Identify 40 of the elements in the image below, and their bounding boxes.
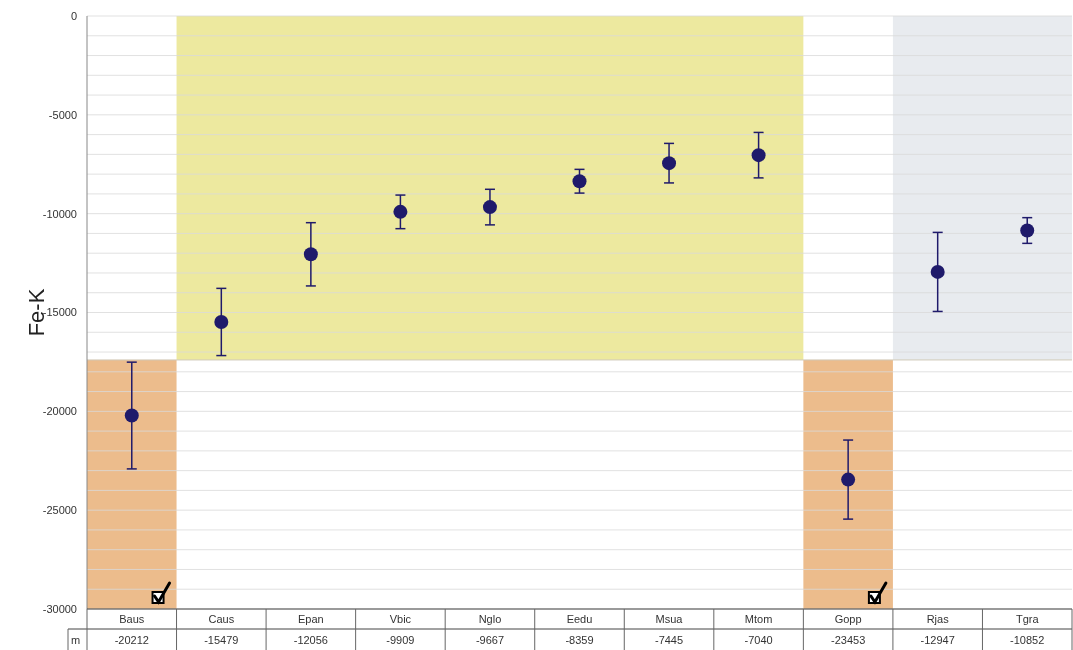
point [751,148,766,163]
x-tick-label: Gopp [834,613,862,625]
data-label: -15479 [204,634,239,646]
data-label: -12947 [920,634,955,646]
x-tick-label: Mtom [744,613,773,625]
x-tick-label: Vbic [389,613,412,625]
x-tick-label: Epan [298,613,324,625]
y-tick-label: -10000 [42,207,77,220]
data-label: -7040 [744,634,773,646]
point [841,472,856,487]
x-tick-label: Msua [655,613,684,625]
point [572,174,587,189]
point [303,247,318,262]
data-label: -9909 [386,634,415,646]
y-tick-label: 0 [70,9,77,22]
point [662,156,677,171]
point [124,408,139,423]
data-label: -23453 [831,634,866,646]
x-tick-label: Tgra [1015,613,1040,625]
data-label: -9667 [475,634,505,646]
text: m [71,634,81,646]
x-tick-label: Eedu [566,613,593,625]
point [214,314,229,329]
data-label: -12056 [293,634,328,646]
x-tick-label: Nglo [478,613,502,625]
data-label: -20212 [114,634,149,646]
y-tick-label: -25000 [42,504,77,517]
y-tick-label: -30000 [42,602,77,615]
point [482,200,497,215]
x-tick-label: Caus [208,613,235,625]
x-tick-label: Rjas [926,613,950,625]
data-label: -10852 [1010,634,1045,646]
data-label: -8359 [565,634,594,646]
point [393,204,408,219]
point [930,264,945,279]
data-label: -7445 [654,634,684,646]
x-tick-label: Baus [119,613,145,625]
point [1020,223,1035,238]
y-tick-label: -5000 [48,108,77,121]
y-tick-label: -20000 [42,405,77,418]
